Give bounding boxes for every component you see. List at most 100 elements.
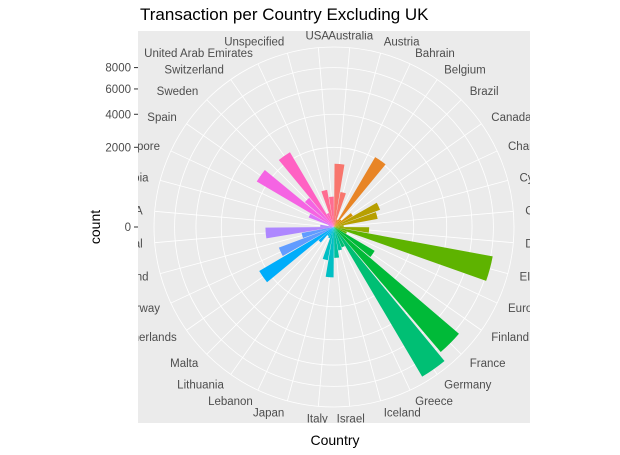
y-tick-label: 6000 [105, 84, 131, 96]
bar-norway [278, 227, 334, 256]
grid-circle-2000 [253, 146, 415, 308]
category-label: United Arab Emirates [144, 48, 253, 60]
category-label: Malta [170, 358, 199, 370]
category-label: Saudi Arabia [83, 172, 149, 184]
y-tick-label: 2000 [105, 142, 131, 154]
bars [256, 152, 493, 377]
category-label: Lithuania [177, 379, 224, 391]
bar-eire [334, 227, 493, 281]
category-label: Japan [253, 407, 284, 419]
category-label: Cyprus [519, 172, 556, 184]
y-tick-label: 8000 [105, 63, 131, 75]
category-label: Italy [307, 413, 328, 425]
category-label: Belgium [444, 65, 486, 77]
bar-germany [334, 227, 445, 377]
category-label: Bahrain [415, 48, 455, 60]
bar-denmark [334, 227, 370, 233]
category-label: USA [305, 31, 329, 43]
spoke [257, 226, 335, 391]
spoke [230, 226, 335, 375]
bar-portugal [265, 227, 334, 239]
bar-greece [334, 227, 345, 248]
bar-austria [334, 191, 346, 227]
bar-european-community [334, 227, 347, 234]
bar-lebanon [328, 227, 334, 239]
x-axis-title: Country [310, 432, 359, 448]
bar-japan [322, 227, 334, 261]
grid-circle-8000 [174, 67, 494, 387]
spoke [333, 99, 462, 228]
spoke [154, 210, 335, 228]
bar-italy [325, 227, 334, 278]
bar-canada [334, 213, 353, 227]
bar-sweden [304, 197, 334, 227]
y-tick-label: 4000 [105, 109, 131, 121]
chart-title: Transaction per Country Excluding UK [140, 5, 429, 24]
spoke [257, 63, 335, 228]
category-label: Finland [491, 332, 529, 344]
bar-bahrain [334, 219, 338, 227]
bar-switzerland [278, 152, 334, 227]
bar-usa [328, 196, 334, 227]
spoke [160, 180, 335, 228]
category-label: France [470, 358, 506, 370]
category-label: RSA [119, 205, 143, 217]
bar-france [334, 227, 459, 352]
category-label: Spain [147, 112, 176, 124]
category-label: Lebanon [208, 396, 253, 408]
spoke [333, 63, 411, 228]
category-label: European Community [508, 303, 619, 315]
category-label: Sweden [157, 86, 199, 98]
category-label: Netherlands [115, 332, 177, 344]
bar-rsa [320, 224, 334, 227]
bar-finland [334, 227, 375, 257]
spoke [333, 226, 381, 401]
category-label: Portugal [100, 239, 143, 251]
category-label: Denmark [525, 239, 572, 251]
grid-circle-4000 [220, 113, 448, 341]
bar-singapore [308, 213, 334, 227]
category-label: Unspecified [224, 37, 284, 49]
bar-iceland [334, 227, 342, 251]
spoke [333, 210, 514, 228]
category-label: EIRE [519, 272, 546, 284]
category-label: Greece [415, 396, 453, 408]
spoke [333, 123, 482, 228]
grid-circle-outer [153, 46, 515, 408]
category-label: Germany [444, 379, 492, 391]
category-label: Australia [328, 31, 373, 43]
bar-brazil [334, 219, 342, 227]
bar-cyprus [334, 212, 378, 227]
y-axis-title: count [87, 210, 103, 244]
bar-australia [334, 163, 345, 227]
bar-channel-islands [334, 202, 381, 227]
category-label: Czech Republic [525, 205, 606, 217]
category-label: Austria [384, 37, 420, 49]
bar-malta [318, 227, 334, 243]
grid-circle-6000 [195, 88, 473, 366]
y-tick-label: 0 [125, 222, 131, 234]
bar-unspecified [321, 189, 334, 227]
category-label: Iceland [384, 407, 421, 419]
bar-netherlands [259, 227, 334, 283]
category-label: Norway [121, 303, 160, 315]
category-label: Brazil [470, 86, 499, 98]
bar-israel [334, 227, 340, 258]
bar-czech-republic [334, 225, 344, 227]
spoke [333, 226, 411, 391]
bar-lithuania [327, 227, 334, 237]
category-label: Poland [113, 272, 149, 284]
bar-saudi-arabia [328, 225, 334, 227]
spoke [333, 226, 498, 304]
spoke [170, 150, 335, 228]
bar-united-arab-emirates [326, 213, 334, 227]
category-label: Israel [337, 413, 365, 425]
category-label: Singapore [108, 141, 160, 153]
grid [153, 46, 515, 408]
bar-belgium [334, 157, 386, 227]
bar-spain [256, 169, 334, 227]
category-label: Canada [491, 112, 532, 124]
bar-poland [301, 227, 334, 238]
